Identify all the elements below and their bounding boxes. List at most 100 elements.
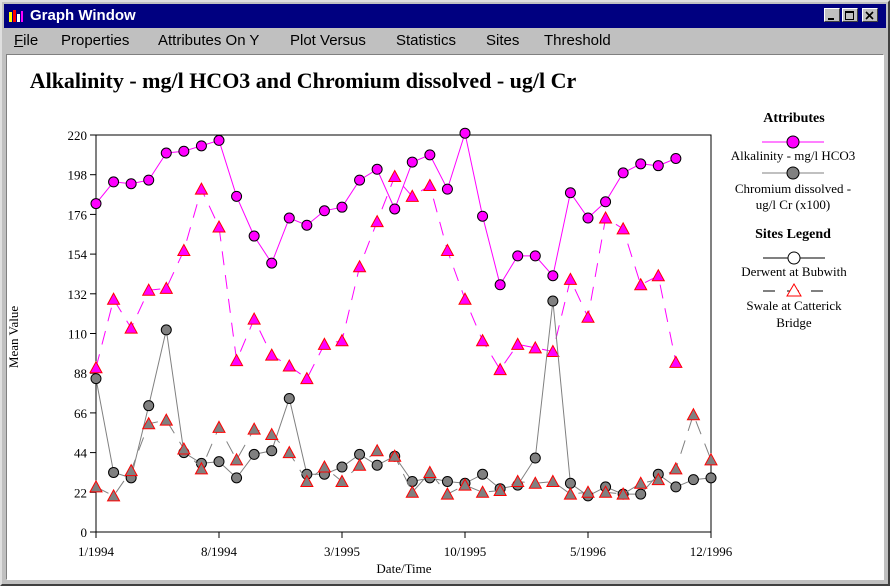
y-tick-label: 176 — [68, 207, 88, 222]
data-point — [548, 271, 558, 281]
data-point — [355, 449, 365, 459]
data-point — [109, 467, 119, 477]
menu-file[interactable]: File — [14, 32, 38, 49]
data-point — [389, 171, 401, 182]
data-point — [336, 475, 348, 486]
legend: Attributes Alkalinity - mg/l HCO3 Chromi… — [731, 111, 856, 330]
series-line — [96, 301, 711, 496]
data-point — [232, 191, 242, 201]
data-point — [372, 460, 382, 470]
data-point — [144, 175, 154, 185]
data-point — [91, 199, 101, 209]
data-point — [688, 475, 698, 485]
data-point — [266, 349, 278, 360]
menu-attributes-on-y[interactable]: Attributes On Y — [158, 32, 259, 49]
y-tick-label: 198 — [68, 168, 88, 183]
menu-sites[interactable]: Sites — [486, 32, 519, 49]
data-point — [318, 338, 330, 349]
data-point — [618, 168, 628, 178]
data-point — [547, 475, 559, 486]
data-point — [178, 244, 190, 255]
y-tick-label: 22 — [74, 485, 87, 500]
data-point — [670, 463, 682, 474]
chart-svg: Alkalinity - mg/l HCO3 and Chromium diss… — [7, 55, 883, 579]
data-point — [267, 258, 277, 268]
data-point — [354, 459, 366, 470]
data-point — [636, 489, 646, 499]
y-axis-label: Mean Value — [7, 306, 21, 368]
data-point — [125, 322, 137, 333]
data-point — [424, 180, 436, 191]
data-point — [266, 429, 278, 440]
data-point — [249, 449, 259, 459]
menu-properties[interactable]: Properties — [61, 32, 129, 49]
data-point — [635, 477, 647, 488]
data-point — [478, 469, 488, 479]
legend-sites-title: Sites Legend — [755, 227, 831, 242]
data-point — [248, 423, 260, 434]
series-layer — [90, 128, 717, 501]
maximize-icon — [843, 10, 857, 22]
maximize-button[interactable] — [842, 8, 858, 22]
data-point — [601, 197, 611, 207]
data-point — [90, 362, 102, 373]
data-point — [267, 446, 277, 456]
data-point — [706, 473, 716, 483]
x-axis: 1/1994 8/1994 3/1995 10/1995 5/1996 12/1996 — [78, 532, 733, 559]
legend-swale-marker — [787, 284, 801, 296]
data-point — [441, 488, 453, 499]
data-point — [371, 216, 383, 227]
legend-derwent-marker — [788, 252, 800, 264]
x-axis-label: Date/Time — [376, 561, 431, 576]
y-tick-label: 88 — [74, 366, 87, 381]
menu-bar: File Properties Attributes On Y Plot Ver… — [4, 30, 886, 52]
data-point — [161, 148, 171, 158]
chart-app-icon — [8, 9, 24, 23]
data-point — [565, 478, 575, 488]
menu-plot-versus[interactable]: Plot Versus — [290, 32, 366, 49]
data-point — [687, 409, 699, 420]
menu-statistics[interactable]: Statistics — [396, 32, 456, 49]
data-point — [512, 338, 524, 349]
data-point — [302, 220, 312, 230]
legend-alkalinity-label: Alkalinity - mg/l HCO3 — [731, 148, 856, 163]
title-bar[interactable]: Graph Window — [4, 4, 886, 28]
minimize-icon — [825, 10, 839, 22]
data-point — [635, 279, 647, 290]
y-tick-label: 44 — [74, 446, 88, 461]
data-point — [512, 475, 524, 486]
x-tick-label: 12/1996 — [690, 544, 733, 559]
data-point — [442, 184, 452, 194]
close-button[interactable] — [862, 8, 878, 22]
data-point — [284, 213, 294, 223]
data-point — [126, 179, 136, 189]
data-point — [407, 157, 417, 167]
data-point — [91, 374, 101, 384]
data-point — [653, 161, 663, 171]
data-point — [144, 401, 154, 411]
menu-file-rest: ile — [23, 32, 38, 49]
data-point — [213, 221, 225, 232]
data-point — [319, 206, 329, 216]
data-point — [671, 482, 681, 492]
y-tick-label: 0 — [81, 525, 88, 540]
minimize-button[interactable] — [824, 8, 840, 22]
data-point — [371, 445, 383, 456]
data-point — [705, 454, 717, 465]
legend-attributes-title: Attributes — [763, 111, 825, 126]
data-point — [670, 356, 682, 367]
plot-frame — [96, 135, 711, 532]
data-point — [284, 393, 294, 403]
data-point — [214, 135, 224, 145]
data-point — [494, 364, 506, 375]
y-tick-label: 220 — [68, 128, 88, 143]
data-point — [564, 488, 576, 499]
data-point — [460, 128, 470, 138]
data-point — [214, 457, 224, 467]
data-point — [354, 261, 366, 272]
data-point — [318, 461, 330, 472]
data-point — [337, 202, 347, 212]
menu-threshold[interactable]: Threshold — [544, 32, 611, 49]
x-tick-label: 8/1994 — [201, 544, 238, 559]
data-point — [477, 486, 489, 497]
